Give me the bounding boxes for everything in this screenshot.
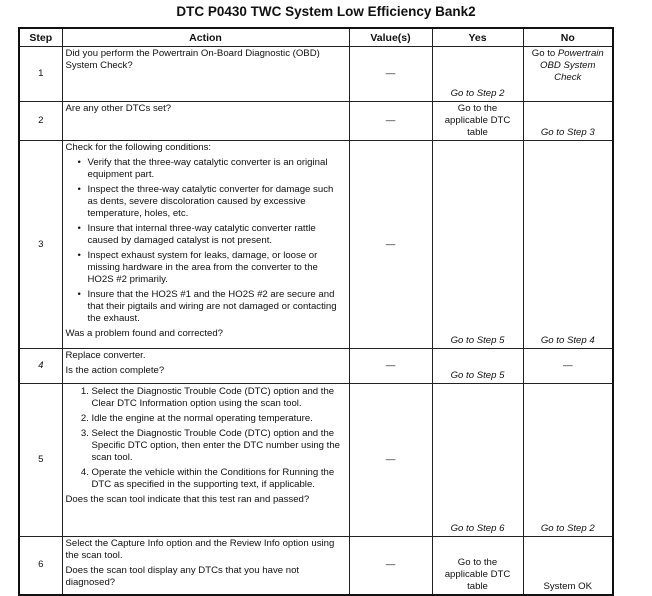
- list-item: Select the Diagnostic Trouble Code (DTC)…: [92, 386, 346, 410]
- condition-list: Verify that the three-way catalytic conv…: [66, 157, 346, 325]
- action-cell: Select the Capture Info option and the R…: [61, 536, 350, 595]
- no-cell: System OK: [522, 536, 614, 595]
- action-question: Does the scan tool indicate that this te…: [65, 494, 310, 505]
- list-item: Select the Diagnostic Trouble Code (DTC)…: [92, 428, 346, 464]
- table-row: 1 Did you perform the Powertrain On-Boar…: [18, 46, 614, 102]
- value-cell: —: [348, 140, 433, 349]
- list-item: Insure that the HO2S #1 and the HO2S #2 …: [78, 289, 346, 325]
- step-number: 6: [18, 536, 63, 595]
- page-title: DTC P0430 TWC System Low Efficiency Bank…: [176, 4, 476, 19]
- no-cell: —: [522, 348, 614, 384]
- step-number: 5: [18, 383, 63, 537]
- action-text: Are any other DTCs set?: [65, 103, 172, 114]
- table-row: 3 Check for the following conditions: Ve…: [18, 140, 614, 349]
- value-cell: —: [348, 101, 433, 141]
- no-cell: Go to Step 3: [522, 101, 614, 141]
- action-text: Replace converter.: [65, 350, 146, 361]
- action-question: Was a problem found and corrected?: [65, 328, 224, 339]
- no-link: Powertrain OBD System Check: [540, 48, 604, 83]
- header-no: No: [522, 27, 614, 47]
- yes-cell: Go to the applicable DTC table: [431, 536, 524, 595]
- list-item: Operate the vehicle within the Condition…: [92, 467, 346, 491]
- table-row: 6 Select the Capture Info option and the…: [18, 536, 614, 595]
- step-number: 3: [18, 140, 63, 349]
- yes-cell: Go to the applicable DTC table: [431, 101, 524, 141]
- table-row: 4 Replace converter. Is the action comple…: [18, 348, 614, 384]
- action-cell: Select the Diagnostic Trouble Code (DTC)…: [61, 383, 350, 537]
- table-header: Step Action Value(s) Yes No: [18, 27, 614, 47]
- value-cell: —: [348, 383, 433, 537]
- list-item: Idle the engine at the normal operating …: [92, 413, 346, 425]
- action-cell: Replace converter. Is the action complete…: [61, 348, 350, 384]
- step-number: 4: [18, 348, 63, 384]
- list-item: Inspect exhaust system for leaks, damage…: [78, 250, 346, 286]
- header-values: Value(s): [348, 27, 433, 47]
- value-cell: —: [348, 536, 433, 595]
- yes-cell: Go to Step 6: [431, 383, 524, 537]
- action-text: Did you perform the Powertrain On-Board …: [65, 48, 320, 71]
- action-cell: Check for the following conditions: Veri…: [61, 140, 350, 349]
- list-item: Inspect the three-way catalytic converte…: [78, 184, 346, 220]
- action-question: Does the scan tool display any DTCs that…: [65, 565, 300, 588]
- yes-cell: Go to Step 5: [431, 348, 524, 384]
- diagnostic-table: Step Action Value(s) Yes No 1 Did you pe…: [18, 27, 614, 596]
- no-cell: Go to Powertrain OBD System Check: [522, 46, 614, 102]
- header-yes: Yes: [431, 27, 524, 47]
- action-text: Select the Capture Info option and the R…: [65, 538, 335, 561]
- action-cell: Did you perform the Powertrain On-Board …: [61, 46, 350, 102]
- step-number: 2: [18, 101, 63, 141]
- header-step: Step: [18, 27, 63, 47]
- value-cell: —: [348, 348, 433, 384]
- no-prefix: Go to: [531, 48, 556, 59]
- value-cell: —: [348, 46, 433, 102]
- list-item: Verify that the three-way catalytic conv…: [78, 157, 346, 181]
- yes-cell: Go to Step 5: [431, 140, 524, 349]
- action-question: Is the action complete?: [65, 365, 165, 376]
- step-number: 1: [18, 46, 63, 102]
- no-cell: Go to Step 4: [522, 140, 614, 349]
- header-action: Action: [61, 27, 350, 47]
- action-intro: Check for the following conditions:: [65, 142, 212, 153]
- table-row: 5 Select the Diagnostic Trouble Code (DT…: [18, 383, 614, 537]
- table-row: 2 Are any other DTCs set? — Go to the ap…: [18, 101, 614, 141]
- action-cell: Are any other DTCs set?: [61, 101, 350, 141]
- no-cell: Go to Step 2: [522, 383, 614, 537]
- yes-cell: Go to Step 2: [431, 46, 524, 102]
- list-item: Insure that internal three-way catalytic…: [78, 223, 346, 247]
- procedure-list: Select the Diagnostic Trouble Code (DTC)…: [66, 386, 346, 491]
